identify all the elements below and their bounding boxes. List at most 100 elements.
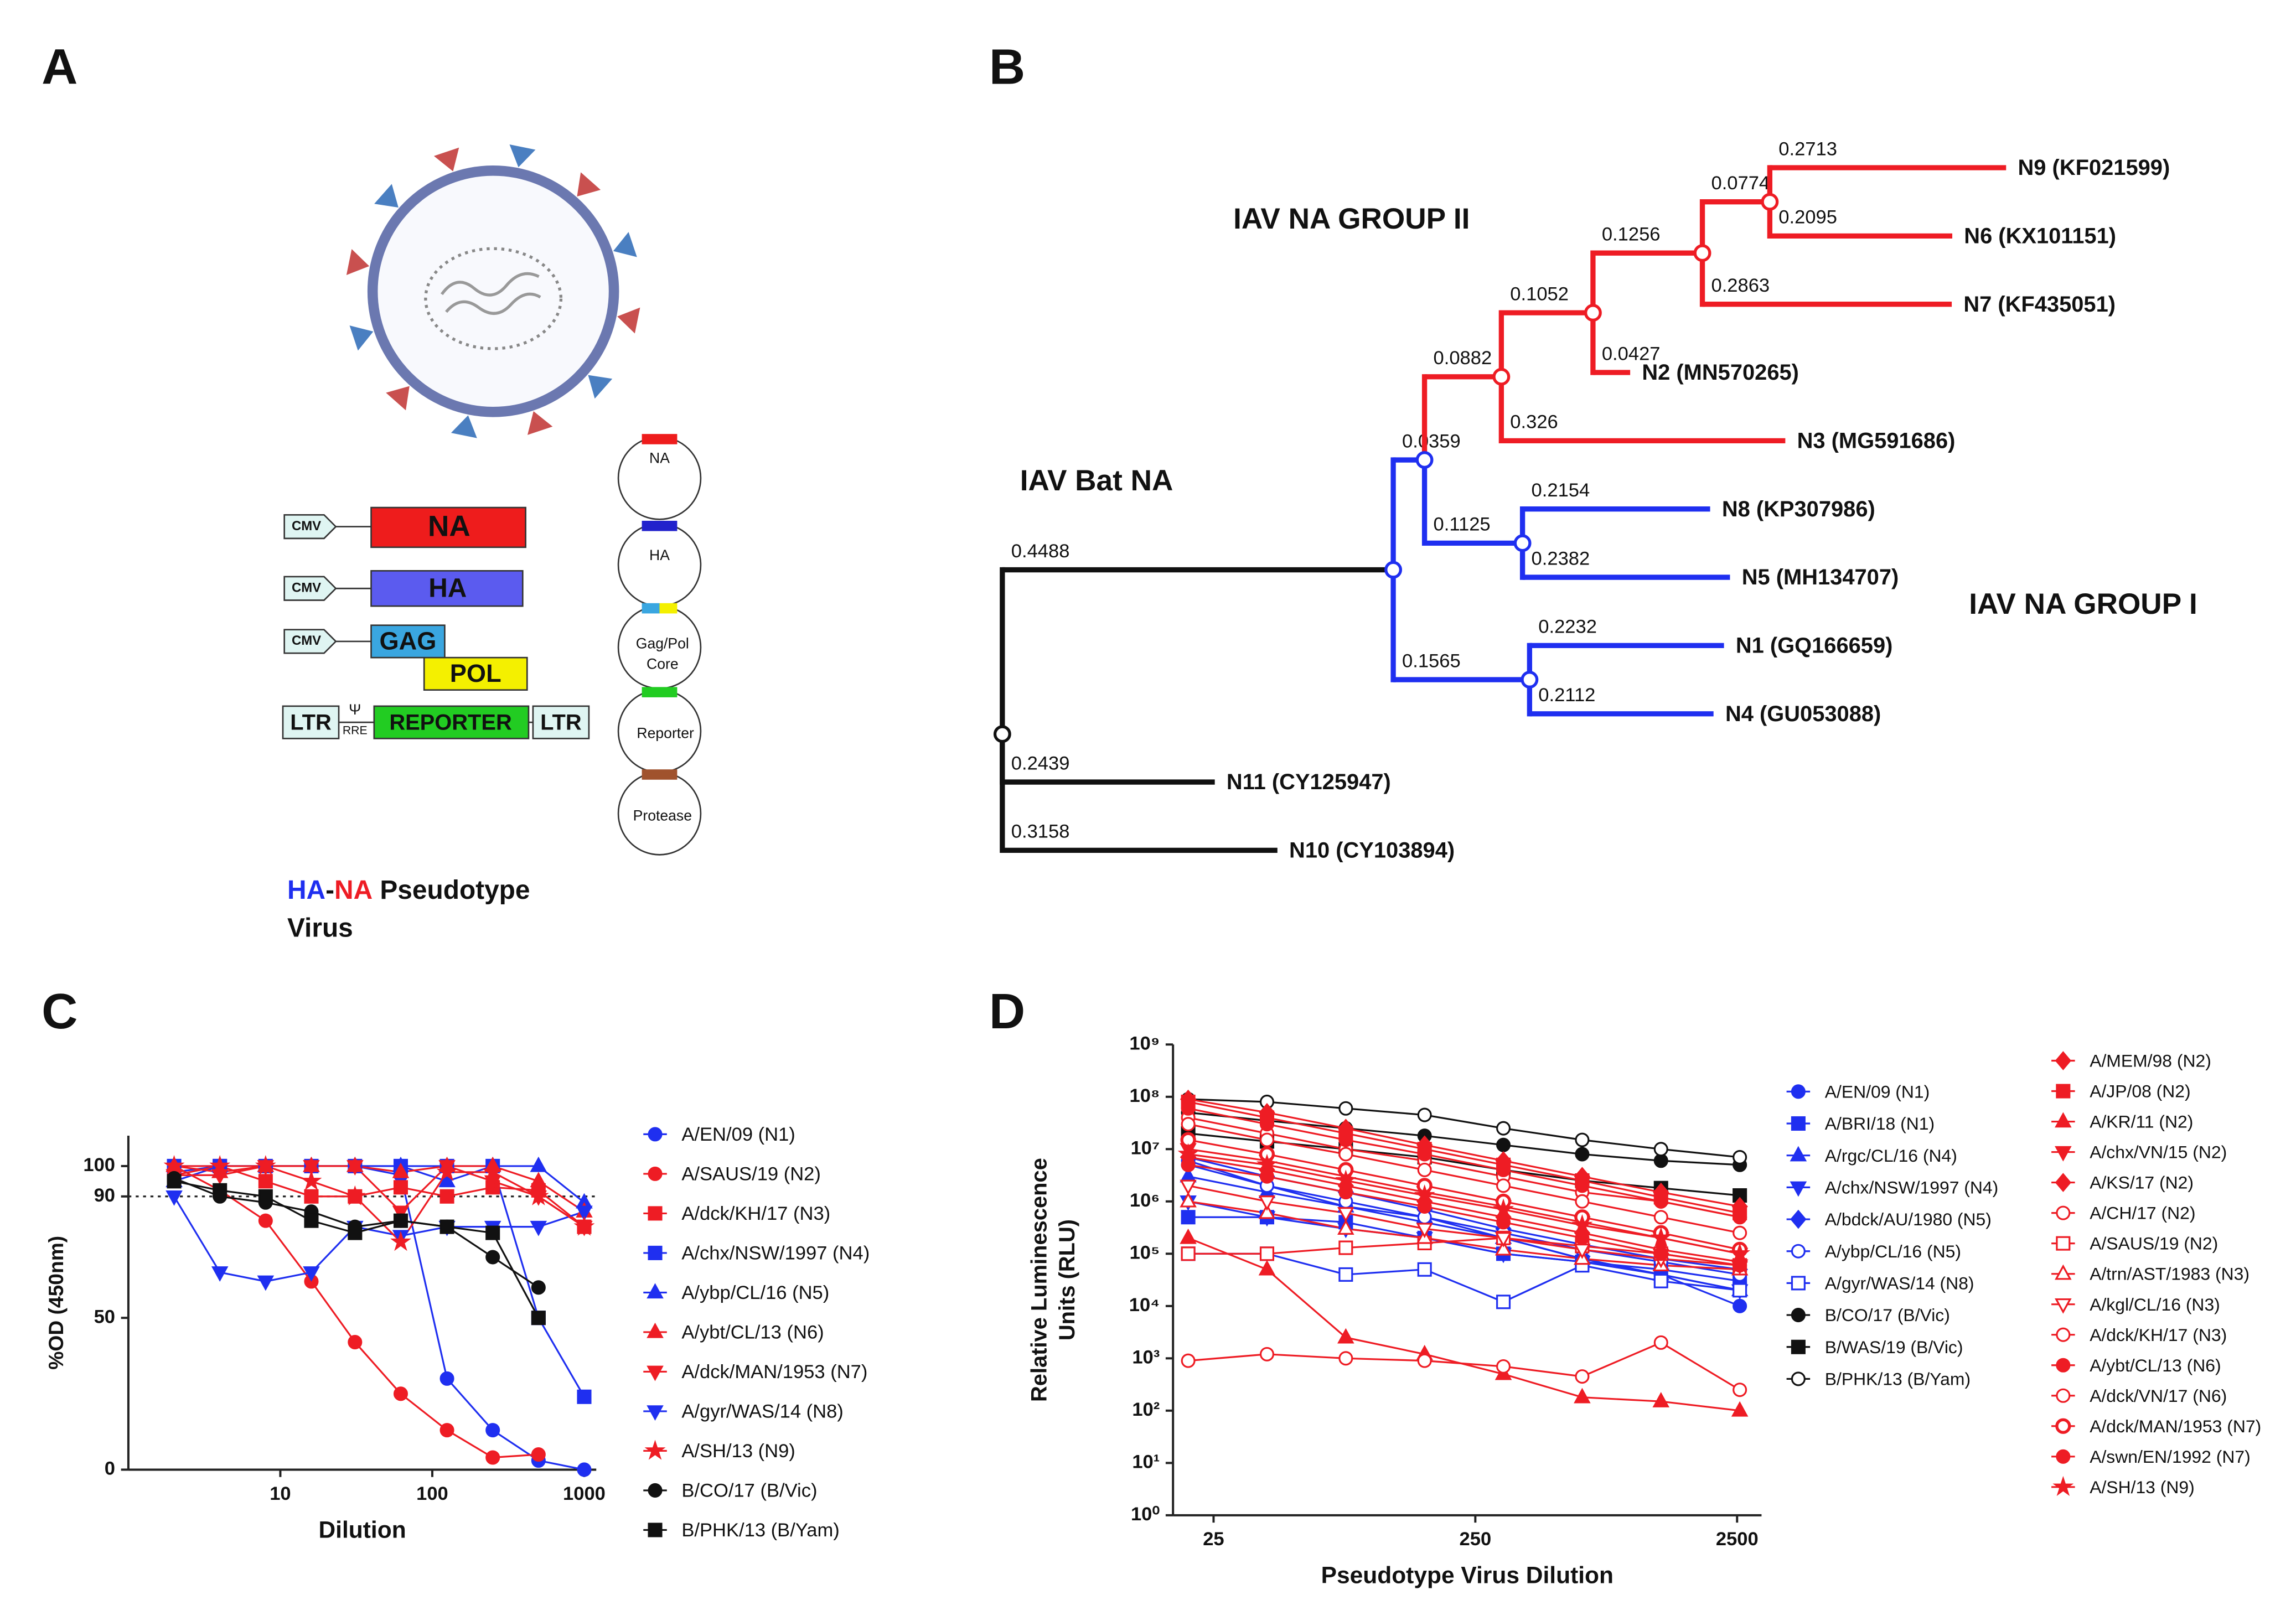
legend-label: A/SAUS/19 (N2) xyxy=(2090,1234,2218,1254)
marker xyxy=(1180,1192,1197,1208)
marker xyxy=(1496,1215,1511,1230)
plasmid-label: Reporter xyxy=(637,724,694,741)
marker xyxy=(577,1462,592,1477)
legend-marker xyxy=(1791,1276,1806,1291)
marker xyxy=(1181,1210,1196,1225)
marker xyxy=(1417,1199,1432,1214)
plasmid-insert xyxy=(642,520,678,531)
y-tick-label: 10⁷ xyxy=(1131,1137,1160,1158)
legend-label: A/bdck/AU/1980 (N5) xyxy=(1825,1209,1992,1229)
series-line xyxy=(1188,1237,1740,1266)
group-label: IAV NA GROUP I xyxy=(1969,588,2197,620)
marker xyxy=(1496,1359,1511,1374)
spike xyxy=(433,147,459,172)
marker xyxy=(485,1450,500,1465)
legend-label: A/gyr/WAS/14 (N8) xyxy=(681,1401,843,1422)
marker xyxy=(438,1172,456,1188)
legend-marker xyxy=(2055,1051,2072,1070)
spike xyxy=(349,325,374,351)
marker xyxy=(1731,1401,1749,1417)
branch-length-label: 0.2713 xyxy=(1778,138,1837,159)
spike xyxy=(527,411,553,435)
marker xyxy=(167,1174,182,1189)
plasmid-insert xyxy=(642,434,678,444)
legend-marker xyxy=(647,1365,664,1381)
marker xyxy=(347,1160,364,1176)
marker xyxy=(1733,1225,1747,1240)
marker xyxy=(1575,1132,1590,1147)
constructs: CMV NA CMV HA CMV GAG POL LTR Ψ RRE REPO… xyxy=(282,506,590,739)
marker xyxy=(439,1189,454,1204)
marker xyxy=(1259,1132,1274,1147)
branch-length-label: 0.1565 xyxy=(1402,650,1461,671)
marker xyxy=(1495,1240,1512,1256)
legend-label: A/CH/17 (N2) xyxy=(2090,1203,2195,1223)
legend-label: A/ybt/CL/13 (N6) xyxy=(681,1322,824,1343)
marker xyxy=(528,1185,549,1205)
marker xyxy=(1417,1107,1432,1122)
marker xyxy=(1575,1147,1590,1162)
node xyxy=(1415,451,1434,469)
x-tick-label: 2500 xyxy=(1716,1529,1759,1550)
legend-label: A/JP/08 (N2) xyxy=(2090,1081,2190,1101)
caption-na: NA xyxy=(334,875,373,904)
y-tick-label: 10⁸ xyxy=(1129,1085,1160,1106)
legend-label: B/PHK/13 (B/Yam) xyxy=(681,1520,839,1541)
psi-label: Ψ xyxy=(349,701,361,718)
legend-marker xyxy=(2056,1084,2071,1099)
y-tick-label: 0 xyxy=(105,1458,115,1479)
marker xyxy=(1180,1179,1197,1195)
y-axis-title: Relative Luminescence xyxy=(1027,1158,1051,1402)
marker xyxy=(1733,1283,1747,1298)
legend-marker xyxy=(647,1283,664,1299)
x-tick-label: 1000 xyxy=(563,1483,606,1504)
legend-marker xyxy=(648,1523,663,1537)
marker xyxy=(1338,1147,1353,1162)
marker xyxy=(1650,1226,1672,1247)
legend-marker xyxy=(648,1483,663,1498)
legend-label: A/dck/MAN/1953 (N7) xyxy=(681,1361,867,1383)
legend-label: A/dck/KH/17 (N3) xyxy=(2090,1325,2227,1345)
legend-label: A/dck/MAN/1953 (N7) xyxy=(2090,1416,2261,1436)
legend-label: A/dck/KH/17 (N3) xyxy=(681,1203,830,1224)
legend-label: A/trn/AST/1983 (N3) xyxy=(2090,1264,2250,1284)
branch-length-label: 0.0359 xyxy=(1402,431,1461,452)
series-line xyxy=(1188,1107,1740,1218)
node xyxy=(1521,671,1539,688)
marker xyxy=(1574,1387,1591,1404)
marker xyxy=(211,1266,229,1282)
marker xyxy=(1417,1262,1432,1277)
plasmid-label: Gag/Pol xyxy=(636,635,689,651)
ltr xyxy=(532,705,590,739)
marker xyxy=(1733,1150,1747,1164)
panel-label: C xyxy=(42,983,77,1039)
branch-length-label: 0.3158 xyxy=(1011,821,1070,842)
leaf-label: N10 (CY103894) xyxy=(1289,838,1455,863)
marker xyxy=(1337,1207,1354,1223)
group-label: IAV NA GROUP II xyxy=(1233,203,1470,235)
marker xyxy=(1496,1178,1511,1193)
marker xyxy=(1653,1142,1668,1157)
marker xyxy=(530,1156,547,1172)
branch-length-label: 0.2112 xyxy=(1538,685,1595,706)
marker xyxy=(1337,1328,1354,1344)
legend-marker xyxy=(2055,1298,2072,1314)
marker xyxy=(303,1160,320,1176)
marker xyxy=(439,1219,454,1234)
marker xyxy=(1416,1223,1433,1239)
legend-label: A/swn/EN/1992 (N7) xyxy=(2090,1447,2251,1467)
legend-label: B/WAS/19 (B/Vic) xyxy=(1825,1337,1963,1357)
marker xyxy=(1496,1137,1511,1152)
node xyxy=(1761,193,1779,211)
series-line xyxy=(1188,1101,1740,1214)
plasmid-label: Core xyxy=(647,655,679,672)
marker xyxy=(1496,1295,1511,1309)
panel-label: A xyxy=(42,39,77,95)
genome xyxy=(445,292,541,315)
marker xyxy=(530,1220,547,1236)
legend-marker xyxy=(648,1127,663,1142)
caption-text: Pseudotype xyxy=(380,875,530,904)
x-tick-label: 10 xyxy=(270,1483,291,1504)
marker xyxy=(1653,1335,1668,1350)
y-axis-title: %OD (450nm) xyxy=(44,1236,68,1370)
